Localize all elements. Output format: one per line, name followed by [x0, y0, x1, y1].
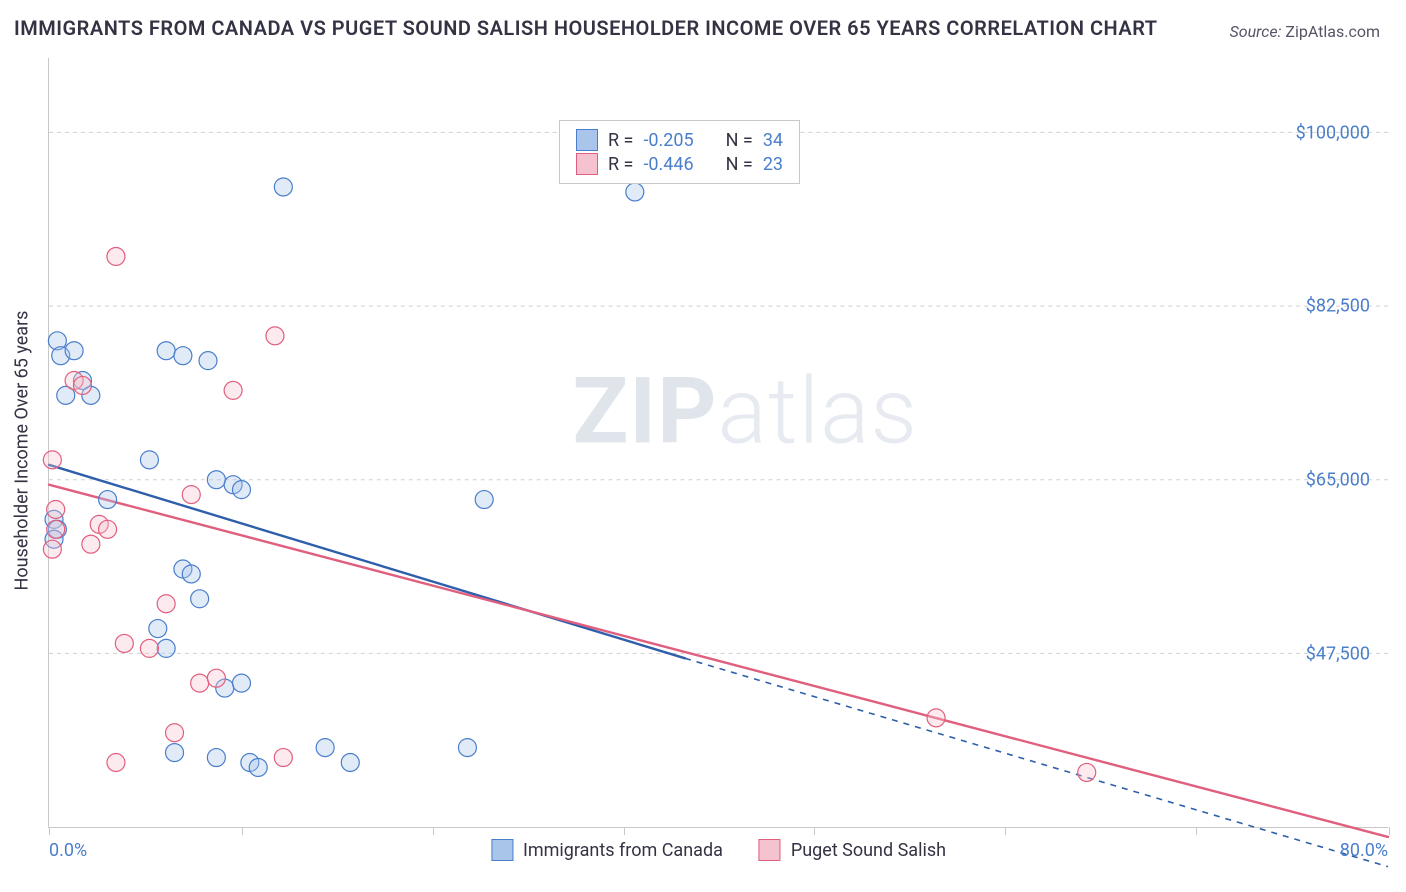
x-axis-max-label: 80.0% [1340, 840, 1388, 861]
source-value: ZipAtlas.com [1285, 22, 1380, 41]
legend-r-label: R = [608, 130, 633, 151]
y-tick-label: $82,500 [1306, 296, 1370, 317]
x-tick [242, 827, 243, 835]
legend-r-value: -0.205 [643, 130, 693, 151]
legend-n-value: 34 [763, 130, 783, 151]
legend-r-value: -0.446 [643, 154, 693, 175]
legend-swatch-series-0 [576, 129, 598, 151]
correlation-legend: R = -0.205 N = 34 R = -0.446 N = 23 [559, 120, 800, 184]
legend-series-name: Puget Sound Salish [791, 840, 946, 861]
x-tick [1005, 827, 1006, 835]
legend-swatch-series-0 [491, 839, 513, 861]
x-axis-min-label: 0.0% [49, 840, 87, 861]
source-label: Source: [1230, 22, 1286, 41]
x-tick [433, 827, 434, 835]
legend-series-name: Immigrants from Canada [523, 840, 723, 861]
x-tick [49, 827, 50, 835]
x-tick [1389, 827, 1390, 835]
plot-area: ZIPatlas $47,500$65,000$82,500$100,000 0… [48, 58, 1388, 828]
legend-swatch-series-1 [576, 153, 598, 175]
y-tick-label: $65,000 [1306, 470, 1370, 491]
legend-n-label: N = [726, 130, 753, 151]
legend-r-label: R = [608, 154, 633, 175]
chart-source: Source: ZipAtlas.com [1230, 22, 1380, 41]
series-legend: Immigrants from Canada Puget Sound Salis… [491, 839, 946, 861]
legend-swatch-series-1 [759, 839, 781, 861]
y-tick-label: $47,500 [1306, 644, 1370, 665]
legend-item: Puget Sound Salish [759, 839, 946, 861]
y-axis-title: Householder Income Over 65 years [12, 311, 33, 591]
x-tick [1196, 827, 1197, 835]
chart-title: IMMIGRANTS FROM CANADA VS PUGET SOUND SA… [14, 16, 1158, 40]
legend-item: Immigrants from Canada [491, 839, 723, 861]
y-tick-label: $100,000 [1296, 122, 1370, 143]
legend-n-value: 23 [763, 154, 783, 175]
x-tick [814, 827, 815, 835]
legend-row: R = -0.205 N = 34 [576, 129, 783, 151]
legend-n-label: N = [726, 154, 753, 175]
legend-row: R = -0.446 N = 23 [576, 153, 783, 175]
x-tick [624, 827, 625, 835]
correlation-chart: IMMIGRANTS FROM CANADA VS PUGET SOUND SA… [0, 0, 1406, 892]
